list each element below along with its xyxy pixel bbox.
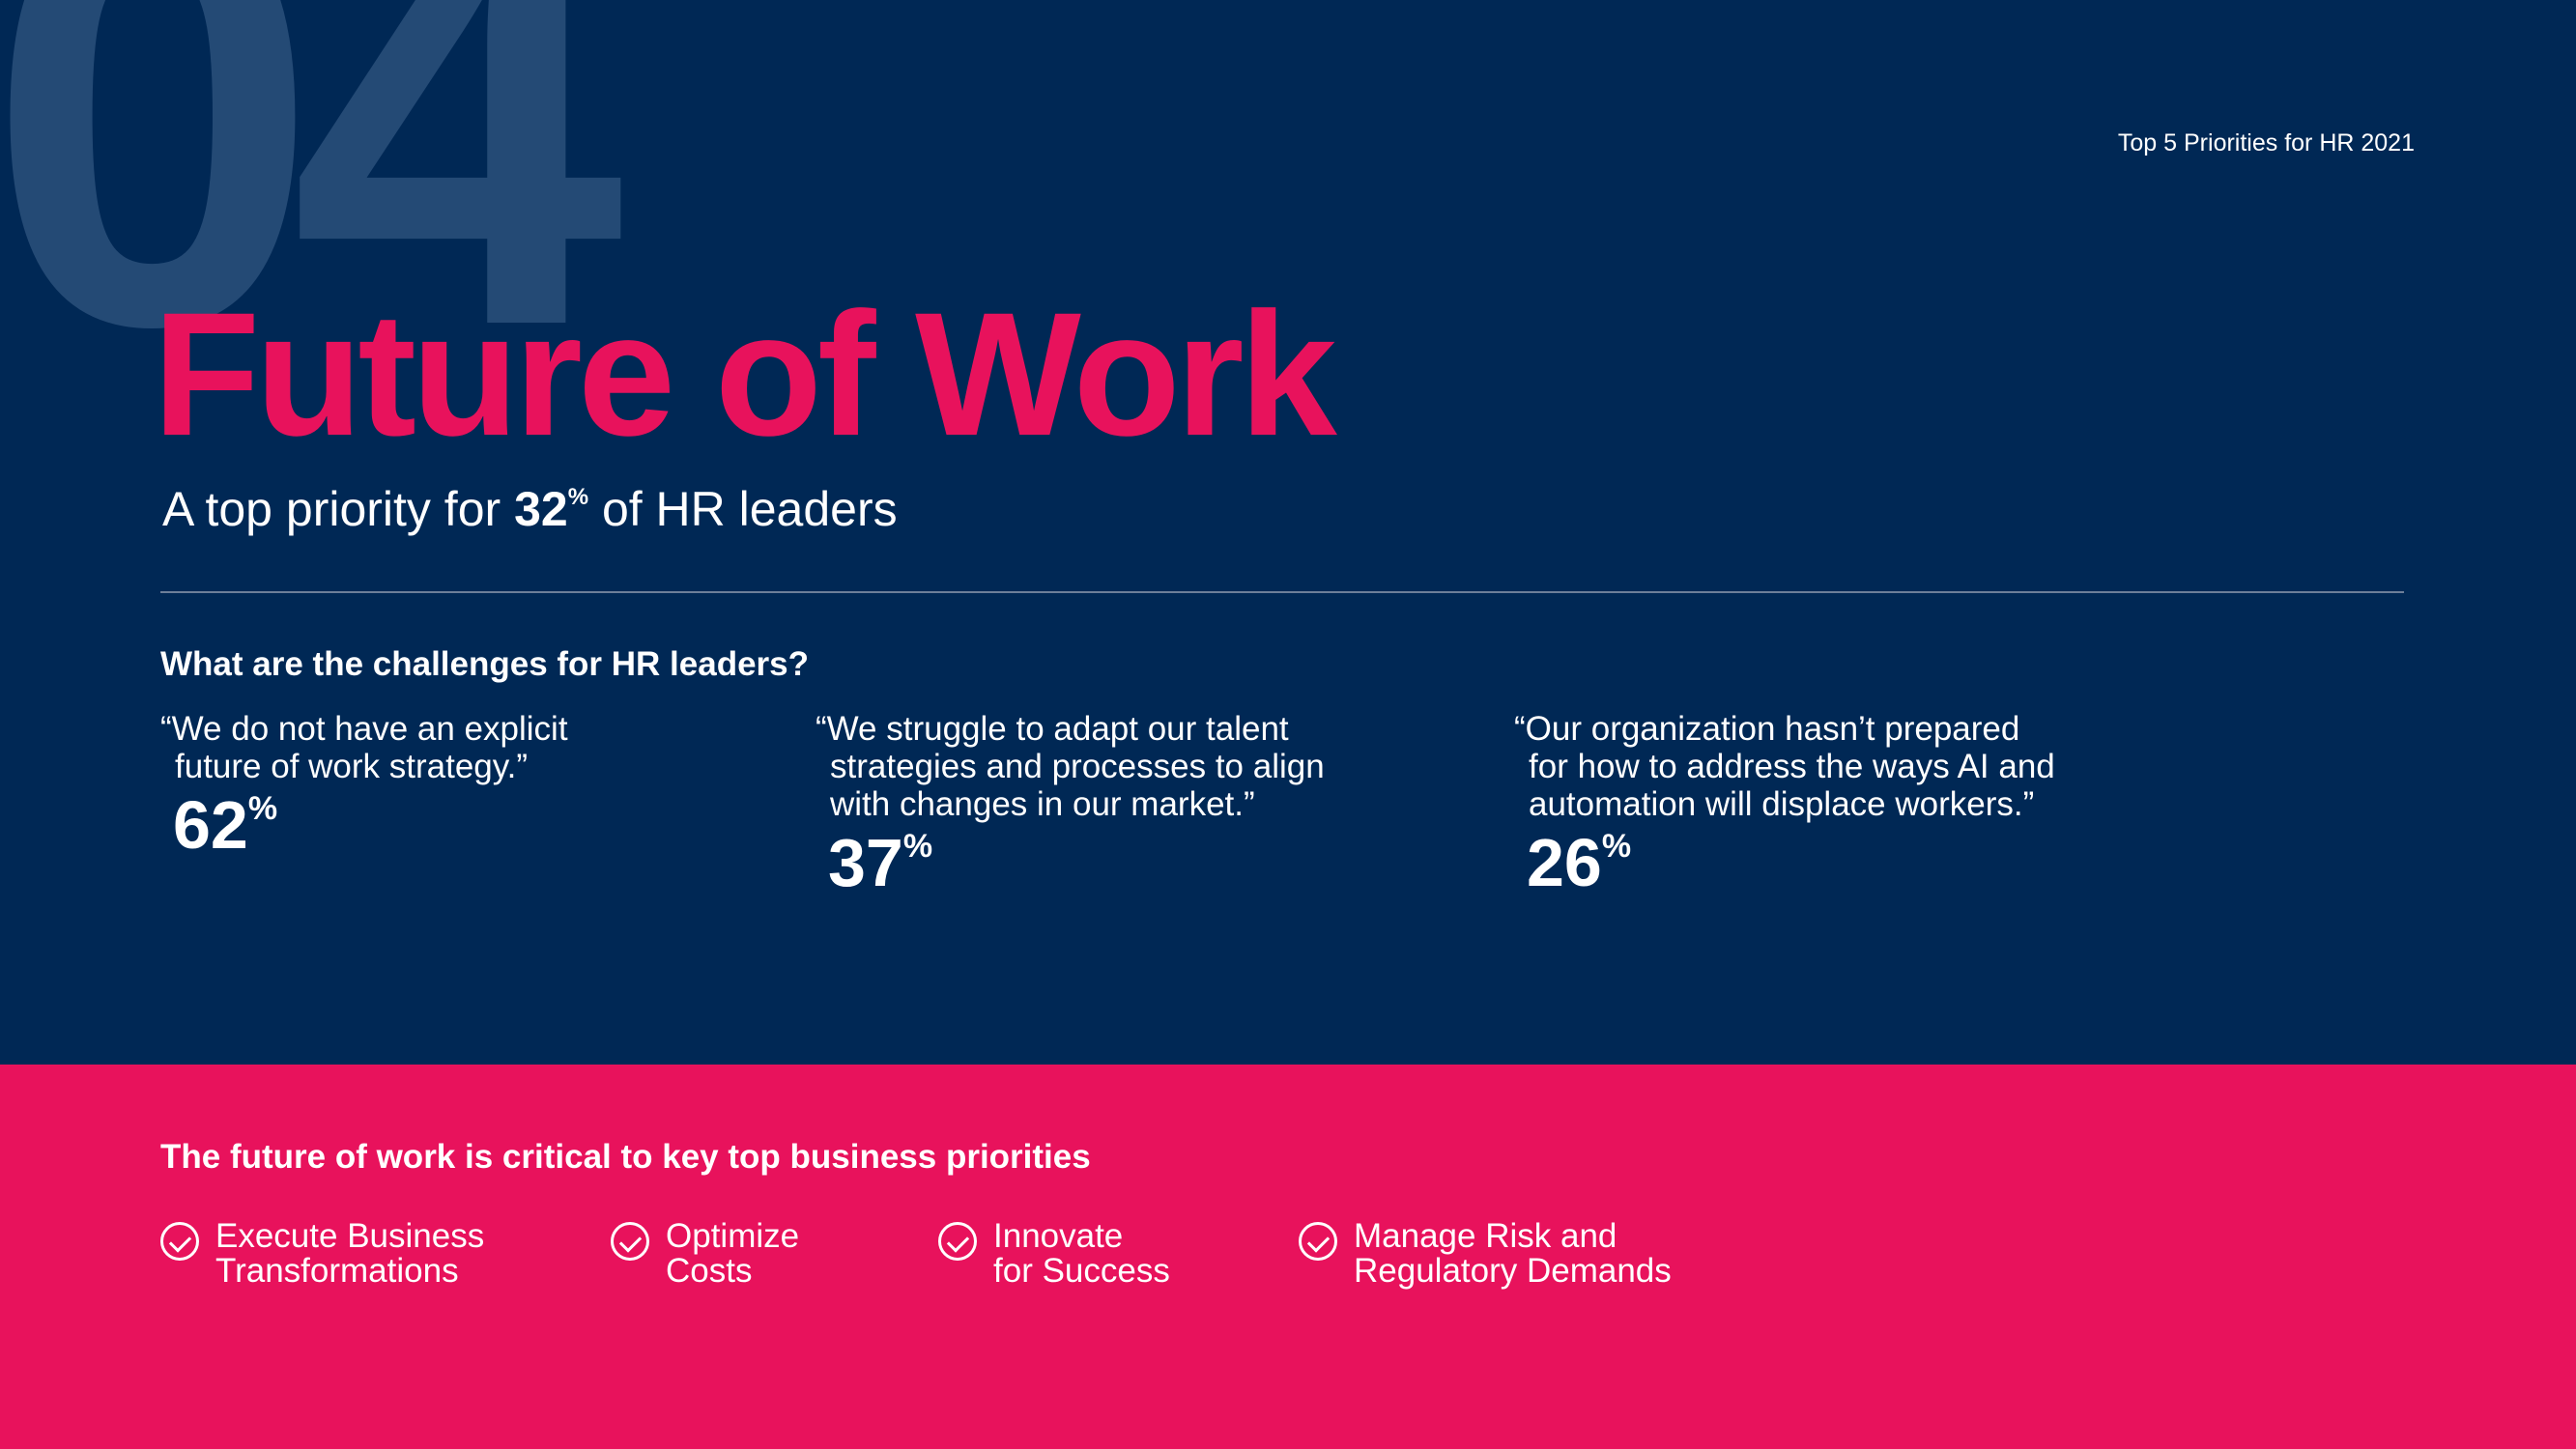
priority-label: Innovate for Success [993, 1217, 1170, 1290]
header-label: Top 5 Priorities for HR 2021 [2117, 129, 2415, 156]
quote-stat-unit: % [247, 790, 278, 827]
quote-stat-value: 26 [1527, 825, 1602, 900]
priority-label: Execute Business Transformations [215, 1217, 485, 1290]
subtitle-stat: 32 [514, 482, 568, 536]
quote-stat-value: 62 [173, 787, 248, 863]
challenges-heading: What are the challenges for HR leaders? [160, 645, 810, 683]
check-circle-icon [938, 1222, 977, 1261]
bottom-panel: The future of work is critical to key to… [0, 1065, 2576, 1449]
subtitle-suffix: of HR leaders [601, 482, 898, 536]
priority-label: Optimize Costs [666, 1217, 800, 1290]
quote-card: “Our organization hasn’t prepared for ho… [1514, 710, 2055, 896]
priority-item: Innovate for Success [938, 1219, 1170, 1289]
quote-text: “We do not have an explicit future of wo… [160, 710, 568, 785]
page-title: Future of Work [153, 275, 1337, 472]
quote-stat-value: 37 [828, 825, 903, 900]
quote-stat: 62% [173, 791, 568, 859]
quote-text: “Our organization hasn’t prepared for ho… [1514, 710, 2055, 823]
subtitle: A top priority for 32% of HR leaders [162, 485, 898, 533]
priority-item: Execute Business Transformations [160, 1219, 484, 1289]
check-circle-icon [1299, 1222, 1337, 1261]
quote-card: “We struggle to adapt our talent strateg… [816, 710, 1325, 896]
subtitle-stat-unit: % [567, 484, 589, 510]
divider [160, 591, 2404, 593]
quote-card: “We do not have an explicit future of wo… [160, 710, 568, 859]
quote-stat: 37% [828, 829, 1325, 896]
subtitle-prefix: A top priority for [162, 482, 501, 536]
top-panel: 04 Top 5 Priorities for HR 2021 Future o… [0, 0, 2415, 896]
priority-item: Optimize Costs [611, 1219, 799, 1289]
priority-item: Manage Risk and Regulatory Demands [1299, 1219, 1672, 1289]
priority-label: Manage Risk and Regulatory Demands [1354, 1217, 1672, 1290]
quote-stat: 26% [1527, 829, 2055, 896]
check-circle-icon [611, 1222, 649, 1261]
check-circle-icon [160, 1222, 199, 1261]
quote-text: “We struggle to adapt our talent strateg… [816, 710, 1325, 823]
quote-stat-unit: % [1601, 828, 1632, 865]
section-number: 04 [0, 0, 624, 450]
quote-stat-unit: % [902, 828, 933, 865]
priorities-heading: The future of work is critical to key to… [160, 1138, 1091, 1176]
